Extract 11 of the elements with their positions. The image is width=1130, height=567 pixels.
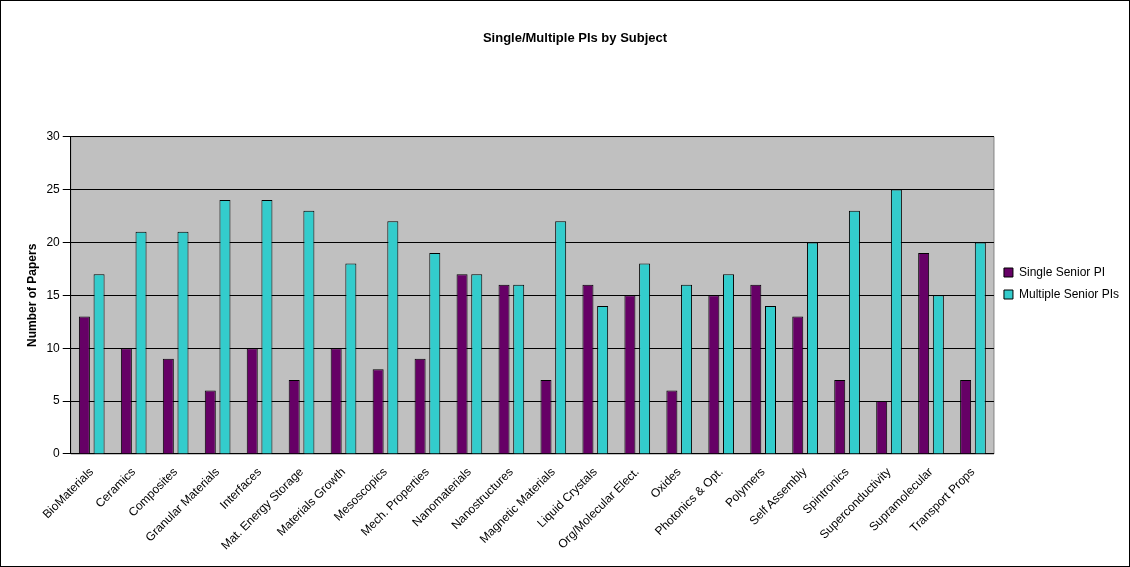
legend-label: Single Senior PI xyxy=(1018,264,1106,279)
legend-label: Multiple Senior PIs xyxy=(1018,286,1119,301)
y-tick-label: 20 xyxy=(46,234,61,249)
chart-title: Single/Multiple PIs by Subject xyxy=(482,30,668,46)
y-tick-label: 25 xyxy=(46,181,61,196)
y-tick-label: 5 xyxy=(53,393,61,408)
y-tick-label: 10 xyxy=(46,340,61,355)
y-tick-label: 15 xyxy=(46,287,61,302)
y-tick-label: 30 xyxy=(46,128,61,143)
y-axis-title: Number of Papers xyxy=(24,243,39,347)
y-tick-label: 0 xyxy=(53,446,61,461)
